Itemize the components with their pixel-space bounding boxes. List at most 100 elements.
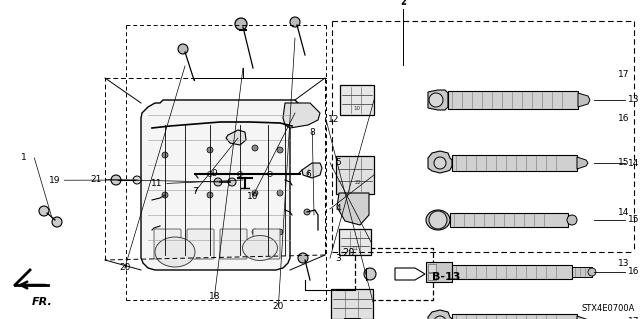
Circle shape (214, 178, 222, 186)
Circle shape (252, 145, 258, 151)
Polygon shape (577, 157, 588, 169)
Text: 18: 18 (209, 292, 220, 301)
Text: 7: 7 (193, 187, 198, 196)
Circle shape (277, 229, 283, 235)
Circle shape (162, 192, 168, 198)
Text: 10: 10 (247, 192, 259, 201)
FancyBboxPatch shape (187, 229, 214, 259)
Text: 20: 20 (342, 248, 354, 258)
Text: 15: 15 (618, 158, 630, 167)
Text: 13: 13 (628, 95, 639, 105)
Circle shape (133, 176, 141, 184)
Bar (452, 314, 577, 319)
Text: 14: 14 (618, 208, 630, 217)
Circle shape (207, 192, 213, 198)
Text: 16: 16 (628, 268, 639, 277)
FancyBboxPatch shape (331, 289, 373, 319)
Circle shape (434, 157, 446, 169)
Text: 9: 9 (212, 169, 217, 178)
Circle shape (252, 229, 258, 235)
Text: 21: 21 (90, 175, 102, 184)
Text: 15: 15 (628, 216, 639, 225)
Text: 10: 10 (353, 106, 360, 110)
Polygon shape (141, 100, 306, 270)
Text: STX4E0700A: STX4E0700A (582, 304, 635, 313)
Bar (452, 155, 577, 171)
Text: 13: 13 (618, 259, 630, 268)
Circle shape (162, 232, 168, 238)
Circle shape (228, 178, 236, 186)
Text: 11: 11 (351, 246, 358, 250)
Circle shape (237, 172, 243, 176)
Text: 8: 8 (310, 128, 315, 137)
Text: 1: 1 (22, 153, 27, 162)
Circle shape (111, 175, 121, 185)
Circle shape (207, 147, 213, 153)
Text: 2: 2 (400, 0, 406, 7)
Text: 14: 14 (628, 159, 639, 167)
Text: 17: 17 (628, 317, 639, 319)
Circle shape (429, 211, 447, 229)
Polygon shape (428, 90, 448, 110)
Text: 20: 20 (273, 302, 284, 311)
Circle shape (298, 253, 308, 263)
Polygon shape (428, 310, 452, 319)
Circle shape (567, 215, 577, 225)
Bar (452, 265, 572, 279)
FancyBboxPatch shape (220, 229, 247, 259)
Bar (428, 264, 436, 272)
Text: 11: 11 (151, 179, 163, 188)
Text: 6: 6 (306, 170, 311, 179)
Circle shape (434, 316, 446, 319)
FancyBboxPatch shape (340, 85, 374, 115)
Polygon shape (283, 103, 320, 128)
Polygon shape (577, 316, 588, 319)
Circle shape (304, 209, 310, 215)
Polygon shape (302, 163, 322, 178)
Text: FR.: FR. (32, 297, 52, 307)
Bar (355, 248, 433, 300)
FancyBboxPatch shape (336, 156, 374, 194)
Polygon shape (428, 151, 452, 173)
Text: 2: 2 (400, 0, 406, 6)
Text: 5: 5 (335, 158, 340, 167)
Ellipse shape (426, 210, 450, 230)
Bar (572, 267, 592, 277)
Circle shape (235, 18, 247, 30)
Ellipse shape (243, 235, 278, 261)
Circle shape (52, 217, 62, 227)
Circle shape (588, 268, 596, 276)
Polygon shape (395, 268, 425, 280)
Polygon shape (226, 130, 246, 145)
Circle shape (268, 172, 273, 176)
Text: 20: 20 (119, 263, 131, 272)
Polygon shape (578, 93, 590, 107)
Text: 22: 22 (355, 180, 362, 184)
Circle shape (39, 206, 49, 216)
FancyBboxPatch shape (339, 229, 371, 255)
Text: 3: 3 (335, 254, 340, 263)
Text: 17: 17 (618, 70, 630, 79)
Text: 16: 16 (618, 114, 630, 122)
Text: 4: 4 (335, 204, 340, 213)
Text: B-13: B-13 (432, 272, 460, 282)
Circle shape (207, 231, 213, 237)
Text: 12: 12 (328, 115, 340, 124)
Circle shape (207, 172, 212, 176)
FancyBboxPatch shape (154, 229, 181, 259)
FancyBboxPatch shape (253, 229, 280, 259)
Circle shape (364, 268, 376, 280)
Bar (426, 262, 452, 282)
Polygon shape (337, 193, 369, 225)
Text: 19: 19 (49, 176, 60, 185)
Circle shape (162, 152, 168, 158)
Bar (344, 318, 360, 319)
Circle shape (290, 17, 300, 27)
Circle shape (252, 190, 258, 196)
Bar (428, 273, 436, 280)
Circle shape (178, 44, 188, 54)
Bar (448, 91, 578, 109)
Circle shape (277, 147, 283, 153)
Bar (450, 213, 568, 227)
Circle shape (277, 190, 283, 196)
